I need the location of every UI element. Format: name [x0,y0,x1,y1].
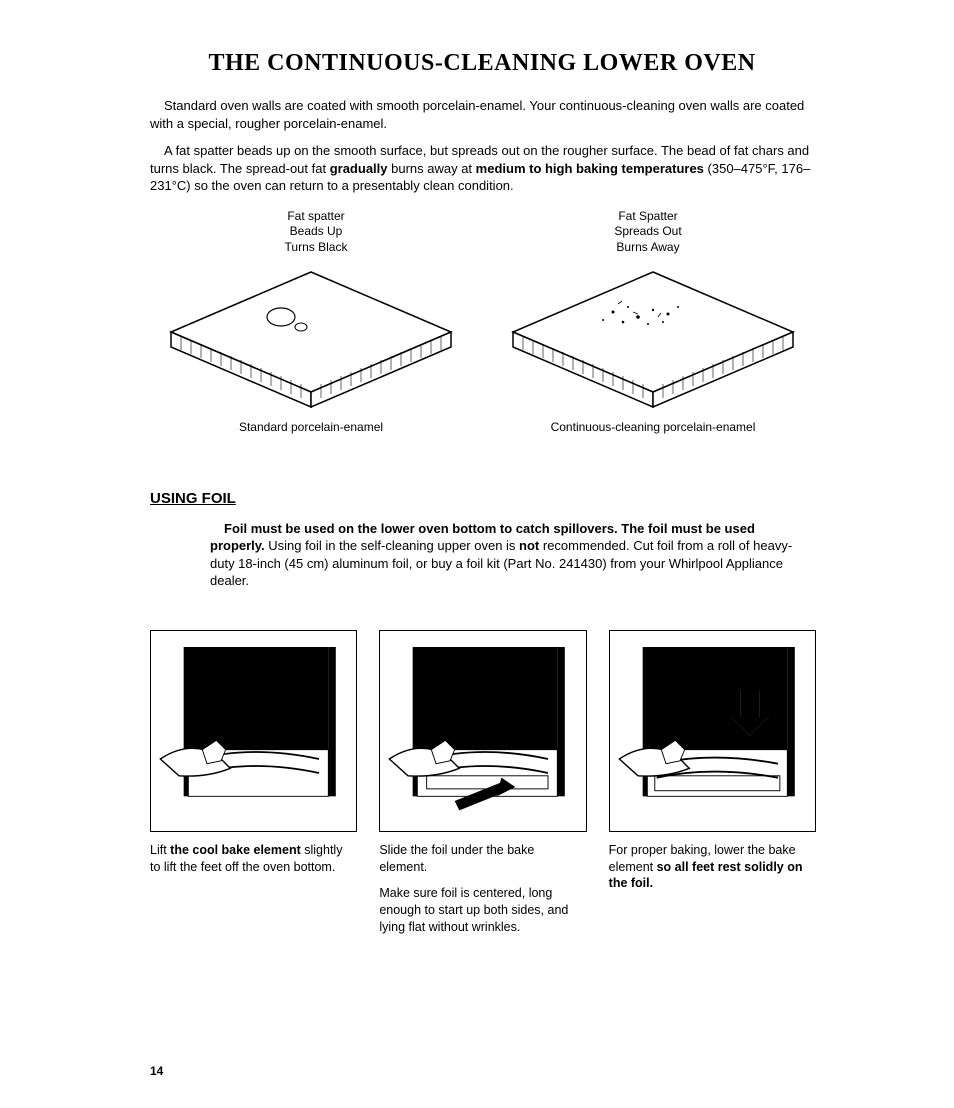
continuous-surface-icon [503,262,803,412]
step-1-image [150,630,357,832]
step-2: Slide the foil under the bake element. M… [379,630,584,936]
step-2-image [379,630,586,832]
foil-intro: Foil must be used on the lower oven bott… [210,520,804,590]
intro-block: Standard oven walls are coated with smoo… [150,97,814,195]
foil-steps: Lift the cool bake element slightly to l… [150,630,814,936]
intro-p2: A fat spatter beads up on the smooth sur… [150,142,814,195]
step-3: For proper baking, lower the bake elemen… [609,630,814,936]
page-title: THE CONTINUOUS-CLEANING LOWER OVEN [150,50,814,77]
caption-left: Standard porcelain-enamel [150,420,472,434]
surface-diagrams: Standard porcelain-enamel Continuous-cle… [150,262,814,434]
intro-p1: Standard oven walls are coated with smoo… [150,97,814,132]
section-heading-foil: USING FOIL [150,490,814,507]
step-3-image [609,630,816,832]
step-1: Lift the cool bake element slightly to l… [150,630,355,936]
diagram-labels: Fat spatter Beads Up Turns Black Fat Spa… [150,209,814,256]
caption-right: Continuous-cleaning porcelain-enamel [492,420,814,434]
standard-surface-icon [161,262,461,412]
page-number: 14 [150,1064,163,1078]
